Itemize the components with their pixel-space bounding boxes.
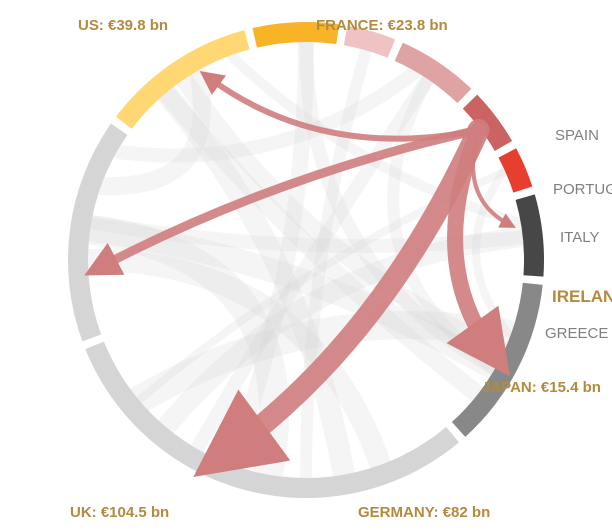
label-uk: UK: €104.5 bn: [70, 505, 169, 522]
label-germany: GERMANY: €82 bn: [358, 505, 490, 522]
label-spain: SPAIN: [555, 128, 599, 145]
chord-svg: [0, 0, 612, 530]
chord-chart: US: €39.8 bn FRANCE: €23.8 bn SPAIN PORTUGA…: [0, 0, 612, 530]
label-portugal: PORTUGAL: [553, 182, 612, 199]
label-us: US: €39.8 bn: [78, 18, 168, 35]
label-france: FRANCE: €23.8 bn: [316, 18, 448, 35]
label-japan: JAPAN: €15.4 bn: [482, 380, 601, 397]
label-italy: ITALY: [560, 230, 599, 247]
label-greece: GREECE: [545, 326, 608, 343]
label-ireland: IRELAND: [552, 288, 612, 307]
